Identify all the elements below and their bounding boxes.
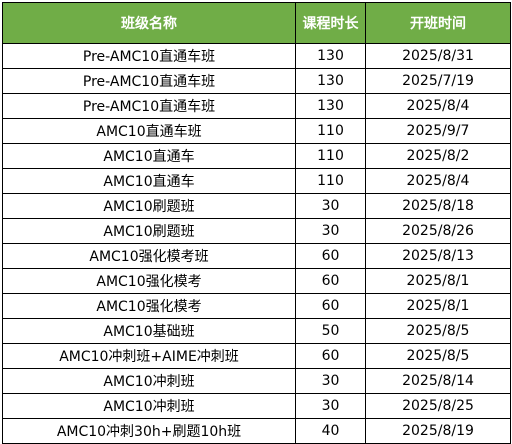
start-date-cell: 2025/8/13 [365, 243, 511, 269]
course-hours-cell: 60 [295, 343, 366, 369]
course-hours-cell: 130 [295, 43, 366, 69]
table-row: AMC10基础班 50 2025/8/5 [2, 318, 511, 344]
table-row: Pre-AMC10直通车班 130 2025/8/31 [2, 43, 511, 69]
course-hours-cell: 30 [295, 193, 366, 219]
start-date-cell: 2025/8/25 [365, 393, 511, 419]
course-hours-cell: 110 [295, 118, 366, 144]
table-row: AMC10刷题班 30 2025/8/26 [2, 218, 511, 244]
table-row: AMC10强化模考班 60 2025/8/13 [2, 243, 511, 269]
class-name-cell: AMC10直通车 [2, 168, 296, 194]
class-name-cell: AMC10直通车 [2, 143, 296, 169]
table-row: AMC10直通车 110 2025/8/2 [2, 143, 511, 169]
course-hours-cell: 60 [295, 268, 366, 294]
start-date-cell: 2025/8/18 [365, 193, 511, 219]
course-hours-cell: 110 [295, 143, 366, 169]
table-row: AMC10冲刺30h+刷题10h班 40 2025/8/19 [2, 418, 511, 444]
start-date-cell: 2025/8/4 [365, 93, 511, 119]
header-class-name: 班级名称 [2, 2, 296, 44]
class-name-cell: AMC10强化模考班 [2, 243, 296, 269]
course-hours-cell: 110 [295, 168, 366, 194]
start-date-cell: 2025/8/4 [365, 168, 511, 194]
start-date-cell: 2025/8/1 [365, 293, 511, 319]
table-row: Pre-AMC10直通车班 130 2025/7/19 [2, 68, 511, 94]
class-name-cell: AMC10刷题班 [2, 218, 296, 244]
table-header: 班级名称 课程时长 开班时间 [2, 2, 511, 44]
start-date-cell: 2025/8/1 [365, 268, 511, 294]
table-row: AMC10强化模考 60 2025/8/1 [2, 268, 511, 294]
class-name-cell: AMC10强化模考 [2, 293, 296, 319]
start-date-cell: 2025/8/5 [365, 343, 511, 369]
start-date-cell: 2025/7/19 [365, 68, 511, 94]
table-row: AMC10直通车 110 2025/8/4 [2, 168, 511, 194]
class-name-cell: AMC10冲刺30h+刷题10h班 [2, 418, 296, 444]
header-course-hours: 课程时长 [295, 2, 366, 44]
start-date-cell: 2025/8/14 [365, 368, 511, 394]
table-row: AMC10强化模考 60 2025/8/1 [2, 293, 511, 319]
class-name-cell: AMC10冲刺班 [2, 368, 296, 394]
table-body: Pre-AMC10直通车班 130 2025/8/31 Pre-AMC10直通车班 13… [2, 43, 511, 444]
table-row: AMC10冲刺班 30 2025/8/25 [2, 393, 511, 419]
class-name-cell: AMC10冲刺班+AIME冲刺班 [2, 343, 296, 369]
table-row: AMC10刷题班 30 2025/8/18 [2, 193, 511, 219]
class-name-cell: AMC10强化模考 [2, 268, 296, 294]
table-row: AMC10冲刺班+AIME冲刺班 60 2025/8/5 [2, 343, 511, 369]
class-name-cell: Pre-AMC10直通车班 [2, 68, 296, 94]
start-date-cell: 2025/9/7 [365, 118, 511, 144]
course-hours-cell: 30 [295, 393, 366, 419]
start-date-cell: 2025/8/2 [365, 143, 511, 169]
class-name-cell: AMC10刷题班 [2, 193, 296, 219]
header-row: 班级名称 课程时长 开班时间 [2, 2, 511, 44]
class-name-cell: Pre-AMC10直通车班 [2, 43, 296, 69]
class-name-cell: AMC10直通车班 [2, 118, 296, 144]
course-hours-cell: 30 [295, 368, 366, 394]
class-name-cell: AMC10冲刺班 [2, 393, 296, 419]
class-name-cell: AMC10基础班 [2, 318, 296, 344]
course-hours-cell: 30 [295, 218, 366, 244]
start-date-cell: 2025/8/5 [365, 318, 511, 344]
start-date-cell: 2025/8/26 [365, 218, 511, 244]
table-row: AMC10冲刺班 30 2025/8/14 [2, 368, 511, 394]
start-date-cell: 2025/8/31 [365, 43, 511, 69]
course-hours-cell: 60 [295, 293, 366, 319]
course-hours-cell: 60 [295, 243, 366, 269]
course-hours-cell: 40 [295, 418, 366, 444]
course-hours-cell: 130 [295, 93, 366, 119]
course-hours-cell: 50 [295, 318, 366, 344]
header-start-date: 开班时间 [365, 2, 511, 44]
class-name-cell: Pre-AMC10直通车班 [2, 93, 296, 119]
table-row: AMC10直通车班 110 2025/9/7 [2, 118, 511, 144]
table-row: Pre-AMC10直通车班 130 2025/8/4 [2, 93, 511, 119]
course-hours-cell: 130 [295, 68, 366, 94]
start-date-cell: 2025/8/19 [365, 418, 511, 444]
